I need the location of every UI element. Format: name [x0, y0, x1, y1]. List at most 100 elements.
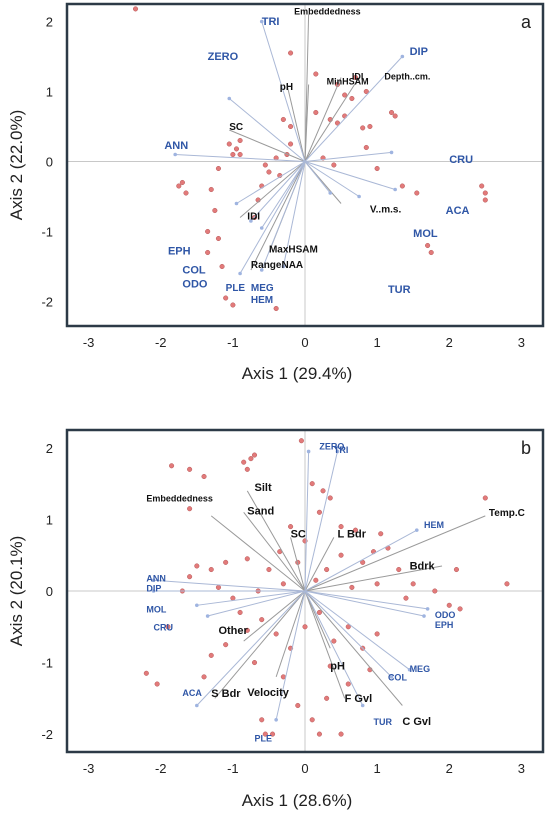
site-point — [388, 109, 395, 116]
site-point — [378, 531, 384, 537]
site-point — [349, 584, 355, 590]
site-point — [288, 123, 294, 130]
species-vector-label: MEG — [251, 283, 274, 294]
species-vector-tip — [173, 152, 177, 157]
site-point — [201, 473, 207, 480]
y-tick-label: 0 — [46, 584, 53, 599]
env-vector-line — [304, 515, 486, 592]
site-point — [316, 509, 322, 515]
site-point — [324, 566, 330, 573]
species-vector-tip — [249, 219, 253, 223]
species-vector-tip — [425, 607, 430, 611]
x-tick-label: 3 — [518, 335, 525, 350]
site-point — [298, 438, 304, 444]
x-tick-label: 1 — [374, 761, 381, 776]
x-tick-label: 2 — [446, 761, 453, 776]
species-vector-line — [304, 590, 364, 706]
species-vector-line — [304, 590, 428, 610]
site-point — [338, 524, 344, 530]
env-vector-line — [304, 590, 331, 649]
env-vector-label: Bdrk — [410, 561, 436, 573]
y-tick-label: 2 — [46, 15, 53, 30]
site-point — [230, 302, 236, 308]
env-vector-line — [243, 590, 306, 642]
species-vector-line — [153, 579, 306, 592]
site-point — [338, 731, 344, 737]
species-vector-tip — [259, 268, 264, 272]
species-vector-line — [239, 161, 306, 274]
species-vector-line — [207, 590, 306, 617]
site-point — [215, 235, 222, 242]
site-point — [313, 71, 319, 77]
species-vector-label: TRI — [334, 445, 349, 455]
species-vector-tip — [306, 449, 311, 454]
species-vector-line — [304, 161, 360, 197]
site-point — [309, 481, 315, 487]
site-point — [453, 566, 460, 573]
site-point — [338, 552, 344, 558]
y-tick-label: -1 — [41, 656, 53, 671]
species-vector-label: PLE — [226, 283, 246, 294]
site-point — [360, 125, 366, 131]
env-vector-line — [304, 590, 403, 706]
site-point — [251, 660, 258, 666]
site-point — [230, 151, 236, 158]
species-vector-tip — [389, 675, 394, 679]
env-vector-line — [304, 14, 310, 162]
env-vector-label: Silt — [255, 482, 272, 494]
panel-b: Embeddedness Silt Sand SC L Bdr Temp.C Bdrk Oth… — [7, 428, 545, 810]
env-vector-label: pH — [330, 661, 345, 673]
species-vector-tip — [259, 226, 264, 230]
site-point — [504, 581, 510, 587]
site-point — [251, 452, 258, 458]
species-vector-tip — [360, 703, 365, 708]
species-vector-label: TRI — [262, 16, 280, 28]
env-vector-label: IDI — [247, 212, 260, 223]
env-vector-line — [229, 129, 306, 162]
species-vector-tip — [151, 589, 156, 593]
site-point — [342, 92, 348, 98]
env-vector-label: Velocity — [247, 687, 289, 699]
site-point — [457, 606, 463, 612]
y-tick-label: 0 — [46, 155, 53, 170]
site-point — [208, 186, 214, 193]
site-point — [205, 228, 211, 235]
site-point — [334, 120, 341, 126]
x-axis-title: Axis 1 (28.6%) — [242, 791, 353, 810]
y-tick-label: 1 — [46, 512, 53, 527]
species-vector-line — [304, 56, 403, 162]
site-point — [205, 249, 211, 256]
site-point — [352, 74, 359, 81]
site-point — [237, 151, 243, 158]
species-vector-line — [236, 161, 306, 204]
env-vector-label: IDI — [352, 72, 364, 82]
species-vector-tip — [393, 187, 397, 192]
site-point — [320, 488, 326, 494]
site-point — [176, 183, 182, 189]
site-point — [288, 141, 294, 147]
plot-frame — [65, 428, 545, 754]
site-point — [428, 249, 434, 256]
env-vector-line — [286, 84, 306, 162]
site-point — [201, 674, 207, 680]
site-point — [403, 595, 409, 601]
species-vector-tip — [335, 449, 340, 454]
site-point — [154, 681, 160, 687]
site-point — [309, 717, 315, 723]
species-vector-label: MOL — [413, 228, 438, 240]
site-point — [316, 731, 322, 737]
site-point — [237, 609, 243, 616]
site-point — [223, 642, 229, 648]
species-vector-tip — [238, 271, 242, 276]
x-tick-label: 2 — [446, 335, 453, 350]
species-vector-label: HEM — [251, 295, 273, 306]
env-vector-label: Temp.C — [489, 508, 525, 519]
site-point — [208, 652, 214, 658]
species-vector-label: ZERO — [208, 51, 239, 63]
site-point — [479, 183, 485, 189]
site-point — [374, 631, 380, 637]
x-tick-label: -1 — [227, 761, 239, 776]
species-vector-tip — [205, 614, 210, 618]
species-vector-label: CRU — [449, 154, 473, 166]
